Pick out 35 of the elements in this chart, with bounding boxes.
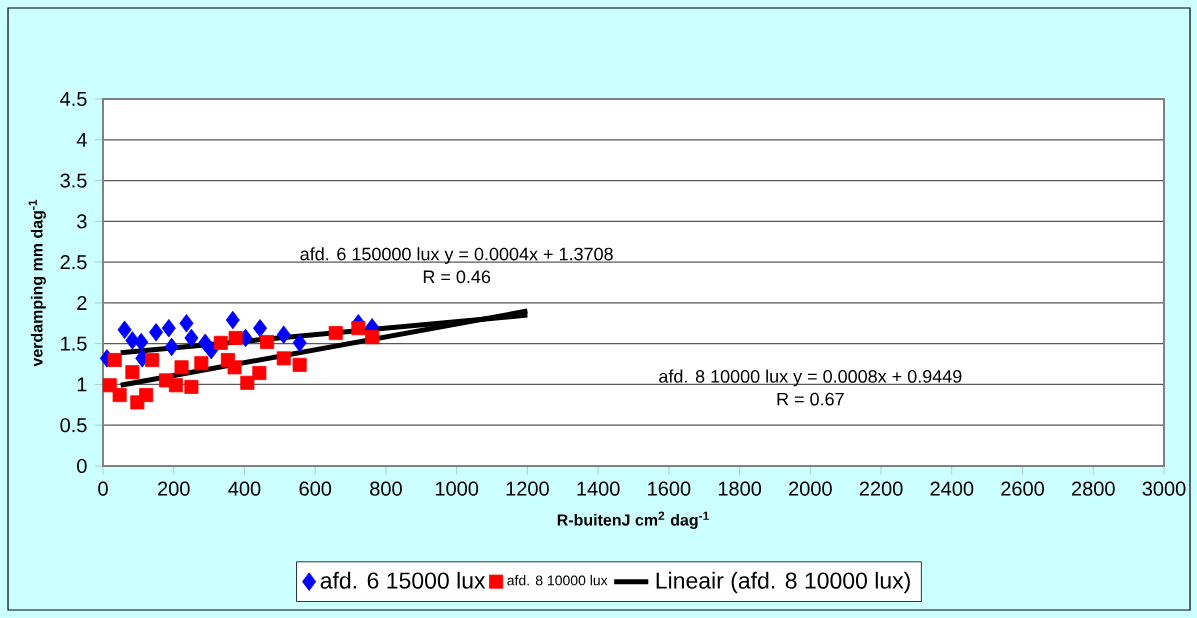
y-axis-title: verdamping mm dag$^{-1}$ — [28, 199, 46, 367]
legend-label: Lineair (afd. 8 10000 lux) — [656, 571, 910, 594]
y-tick-label: 1 — [77, 377, 87, 392]
x-tick-label: 1200 — [506, 481, 549, 496]
y-tick-label: 2.5 — [60, 255, 87, 270]
x-tick-label: 2800 — [1072, 481, 1115, 496]
annotation: afd. 6 150000 lux y = 0.0004x + 1.3708 — [300, 247, 613, 264]
x-tick-label: 2200 — [859, 481, 903, 496]
x-tick-label: 0 — [98, 481, 108, 496]
x-tick-label: 800 — [370, 481, 402, 496]
x-tick-label: 2400 — [930, 481, 974, 496]
legend-label: afd. 8 10000 lux — [507, 575, 608, 586]
x-tick-label: 1400 — [577, 481, 620, 496]
y-tick-label: 3.5 — [60, 173, 87, 188]
y-tick-label: 0.5 — [60, 418, 87, 433]
y-tick-label: 4 — [76, 132, 87, 147]
y-tick-label: 4.5 — [60, 92, 87, 106]
annotation: afd. 8 10000 lux y = 0.0008x + 0.9449 — [659, 369, 962, 387]
x-tick-label: 200 — [158, 481, 190, 496]
x-tick-label: 2600 — [1001, 481, 1044, 496]
x-tick-label: 3000 — [1142, 481, 1186, 496]
x-tick-label: 2000 — [789, 481, 832, 496]
x-axis-title: R-buitenJ cm$^{2}$ dag$^{-1}$ — [557, 511, 709, 529]
x-tick-label: 1000 — [435, 481, 479, 496]
y-tick-label: 2 — [77, 295, 87, 310]
x-tick-label: 600 — [299, 481, 332, 496]
legend-label: afd. 6 15000 lux — [320, 571, 486, 589]
y-tick-label: 3 — [77, 214, 87, 229]
y-tick-label: 1.5 — [61, 336, 87, 351]
x-tick-label: 400 — [228, 481, 261, 496]
y-tick-label: 0 — [77, 458, 87, 474]
x-tick-label: 1600 — [648, 481, 691, 496]
x-tick-label: 1800 — [718, 481, 762, 496]
annotation: R = 0.67 — [777, 392, 844, 406]
annotation: R = 0.46 — [423, 270, 491, 284]
